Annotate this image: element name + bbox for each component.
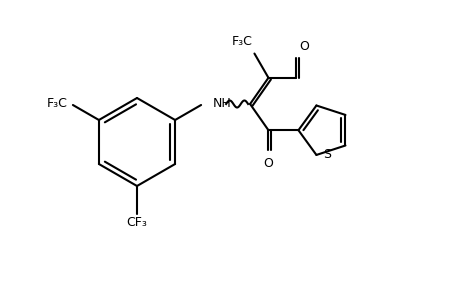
Text: F₃C: F₃C <box>231 34 252 47</box>
Text: S: S <box>323 148 330 161</box>
Text: O: O <box>299 40 309 53</box>
Text: NH: NH <box>213 97 231 110</box>
Text: CF₃: CF₃ <box>126 215 147 229</box>
Text: F₃C: F₃C <box>47 97 68 110</box>
Text: O: O <box>263 157 273 170</box>
